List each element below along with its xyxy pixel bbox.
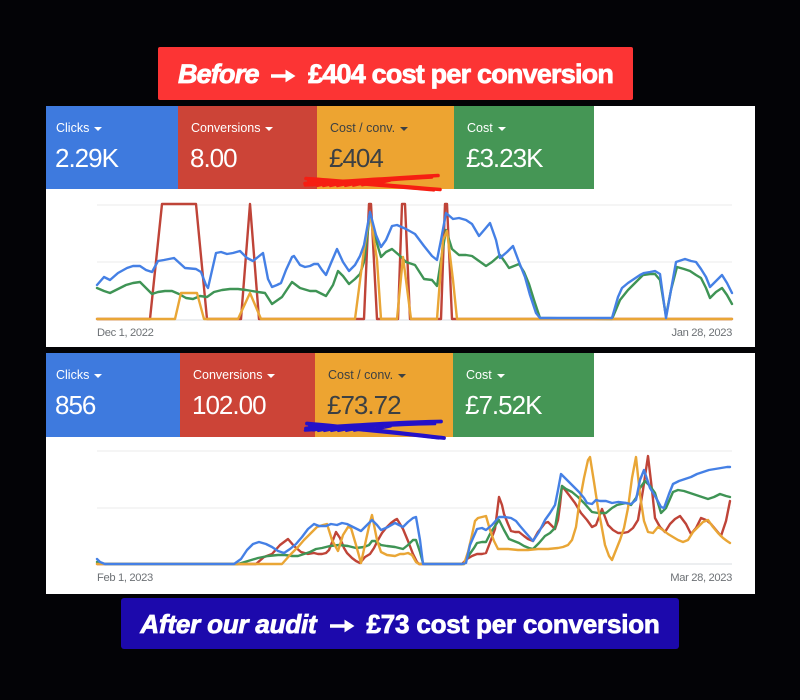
svg-text:Jan 28, 2023: Jan 28, 2023 bbox=[672, 327, 733, 339]
svg-text:Mar 28, 2023: Mar 28, 2023 bbox=[670, 572, 732, 584]
svg-text:Dec 1, 2022: Dec 1, 2022 bbox=[97, 327, 154, 339]
svg-text:Feb 1, 2023: Feb 1, 2023 bbox=[97, 572, 153, 584]
